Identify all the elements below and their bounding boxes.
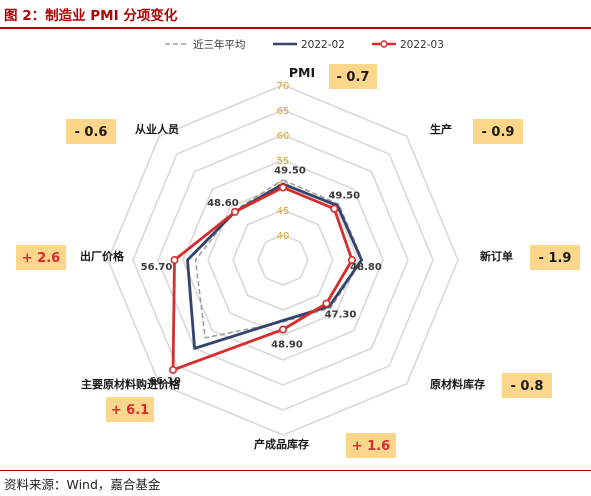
change-callout-label: - 0.9 — [482, 125, 515, 140]
change-callout-box — [530, 245, 580, 270]
radial-tick-labels: 40455055606570 — [277, 81, 290, 242]
data-label: 49.50 — [274, 166, 306, 177]
series-marker — [278, 183, 287, 192]
data-label: 48.60 — [207, 198, 239, 209]
data-label: 48.80 — [350, 262, 382, 273]
grid-ring — [107, 84, 459, 436]
data-label: 66.10 — [149, 376, 181, 387]
change-callout-label: + 6.1 — [111, 403, 149, 418]
axis-label: 新订单 — [480, 249, 513, 263]
series-marker — [278, 325, 287, 334]
radial-tick-label: 65 — [277, 106, 290, 117]
radar-chart: 40455055606570 49.5049.5048.8047.3048.90… — [16, 38, 580, 458]
series-marker — [170, 256, 179, 265]
data-label: 48.90 — [271, 340, 303, 351]
legend-entry: 近三年平均 — [193, 38, 246, 51]
axis-label: 生产 — [430, 122, 452, 136]
axis-label: 出厂价格 — [80, 249, 125, 263]
axis-label: 产成品库存 — [254, 437, 309, 451]
series-marker — [322, 299, 331, 308]
series-line-1 — [186, 182, 363, 350]
radial-tick-label: 70 — [277, 81, 290, 92]
radial-tick-label: 60 — [277, 131, 290, 142]
change-callout-label: - 1.9 — [539, 251, 572, 266]
footer-divider — [0, 470, 591, 471]
change-callout-label: + 1.6 — [352, 439, 390, 454]
series-marker — [347, 256, 356, 265]
change-callout-box — [346, 433, 396, 458]
change-callout-label: - 0.6 — [75, 125, 108, 140]
change-callout-box — [502, 373, 552, 398]
grid-ring — [132, 109, 434, 411]
title-bar: 图 2：制造业 PMI 分项变化 — [0, 0, 591, 27]
change-callout-label: + 2.6 — [22, 251, 60, 266]
data-labels: 49.50 49.50 48.80 47.30 48.90 66.10 56.70 48.60 — [141, 166, 382, 387]
radial-tick-label: 40 — [277, 231, 290, 242]
change-callout-label: - 0.8 — [511, 379, 544, 394]
source-note: 资料来源：Wind，嘉合基金 — [4, 477, 161, 492]
change-callouts: - 0.7 - 0.9 - 1.9 - 0.8 + 1.6 + 6.1 + 2.6 - 0.6 — [16, 64, 580, 458]
change-callout-box — [329, 64, 377, 89]
change-callout-label: - 0.7 — [337, 70, 370, 85]
legend-entry: 2022-03 — [400, 39, 444, 51]
axis-label: 从业人员 — [135, 122, 179, 136]
data-label: 47.30 — [325, 309, 357, 320]
page-title: 图 2：制造业 PMI 分项变化 — [4, 8, 178, 24]
change-callout-box — [16, 245, 66, 270]
change-callout-box — [473, 119, 523, 144]
radial-tick-label: 45 — [277, 206, 290, 217]
legend-entry: 2022-02 — [301, 39, 345, 51]
grid-ring — [157, 134, 409, 386]
series-marker — [330, 204, 339, 213]
axis-label: 原材料库存 — [430, 377, 485, 391]
title-divider — [0, 27, 591, 29]
series-marker — [230, 207, 239, 216]
grid-ring — [232, 209, 334, 311]
axis-label: PMI — [289, 65, 315, 80]
axis-label: 主要原材料购进价格 — [81, 377, 181, 391]
change-callout-box — [66, 119, 116, 144]
change-callout-box — [106, 397, 154, 422]
legend-marker — [380, 40, 388, 48]
series-marker — [169, 365, 178, 374]
radial-tick-label: 55 — [277, 156, 290, 167]
legend: 近三年平均 2022-02 2022-03 — [165, 38, 444, 51]
data-label: 49.50 — [328, 191, 360, 202]
grid-ring — [257, 234, 309, 286]
grid-ring — [182, 159, 384, 361]
series-layer — [169, 179, 364, 374]
data-label: 56.70 — [141, 262, 173, 273]
